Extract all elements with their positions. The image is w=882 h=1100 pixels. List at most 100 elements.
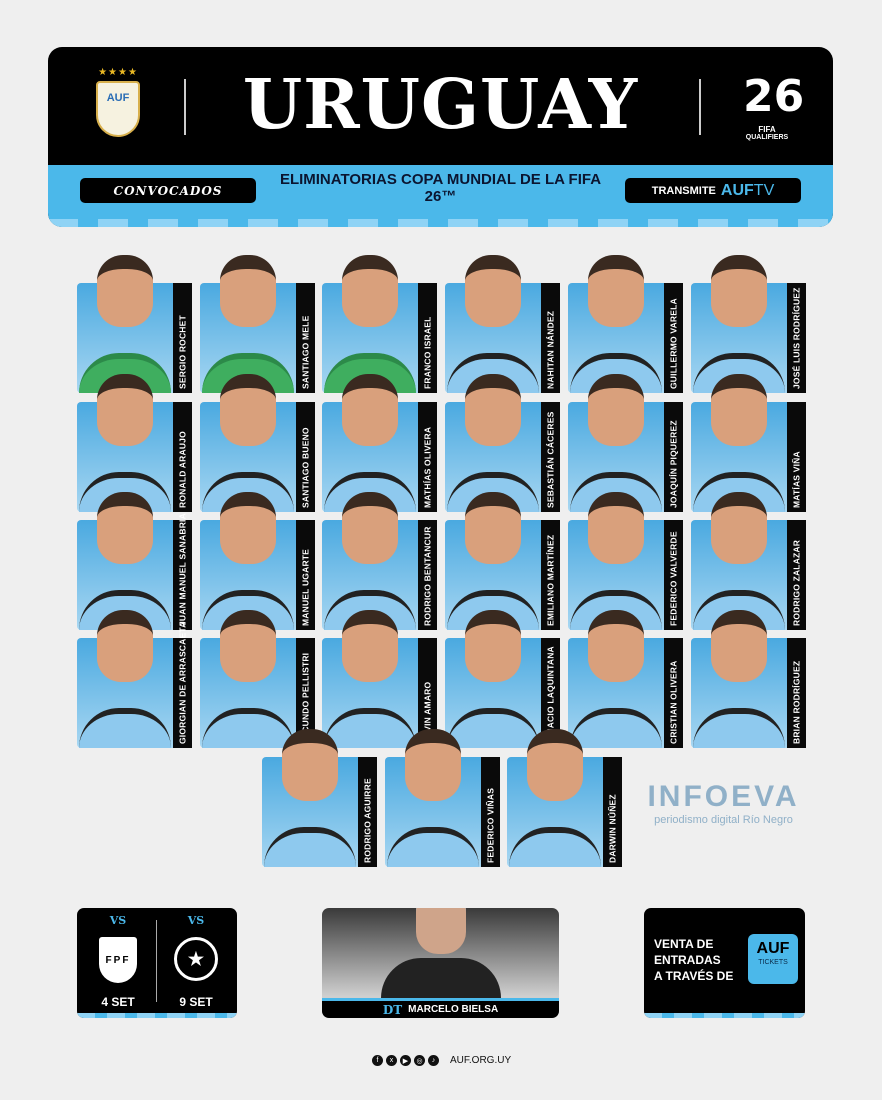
coach-label: DT MARCELO BIELSA [322,998,559,1018]
watermark-brand: INFOEVA [647,780,800,813]
player-name: MATÍAS VIÑA [786,402,806,512]
player-photo [690,374,787,512]
coach-box: DT MARCELO BIELSA [322,908,559,1018]
convocados-badge: CONVOCADOS [80,178,256,203]
fifa-label: FIFA [758,125,776,134]
subtitle: ELIMINATORIAS COPA MUNDIAL DE LA FIFA 26… [279,171,602,205]
player-photo [567,610,664,748]
player-name: RODRIGO AGUIRRE [358,757,377,867]
footer: f x ▶ ◎ ♪ AUF.ORG.UY [372,1055,511,1066]
stars-icon: ★★★★ [98,67,138,78]
stripe-decoration [77,1013,237,1018]
player-name: FRANCO ISRAEL [418,283,438,393]
player-photo [199,610,296,748]
peru-fpf-logo: FPF [99,937,137,983]
player-card: KEVIN AMARO [322,610,438,748]
player-card: CRISTIAN OLIVERA [567,610,683,748]
auf-brand: AUF [720,181,754,199]
player-photo [322,610,419,748]
stripe-decoration [644,1013,805,1018]
player-card: RODRIGO AGUIRRE [262,729,377,867]
player-name: NAHITAN NÁNDEZ [541,283,561,393]
player-name: BRIAN RODRÍGUEZ [786,638,806,748]
header-banner: ★★★★ AUF URUGUAY 26 FIFA QUALIFIERS CONV… [48,47,833,227]
player-name: MANUEL UGARTE [295,520,315,630]
player-name: SERGIO ROCHET [173,283,192,393]
player-card: SEBASTIÁN CÁCERES [445,374,561,512]
divider [156,920,157,1002]
player-name: RONALD ARAUJO [173,402,192,512]
player-name: RODRIGO ZALAZAR [786,520,806,630]
youtube-icon[interactable]: ▶ [400,1055,411,1066]
player-name: MATHÍAS OLIVERA [418,402,438,512]
player-photo [77,255,173,393]
wc-number: 26 [743,71,805,122]
player-photo [199,374,296,512]
instagram-icon[interactable]: ◎ [414,1055,425,1066]
tickets-text: VENTA DE ENTRADAS A TRAVÉS DE [654,936,733,984]
tickets-brand: AUF [756,940,790,957]
coach-name: MARCELO BIELSA [408,1004,499,1015]
chile-federation-logo: ★ [174,937,218,981]
tickets-line: ENTRADAS [654,953,721,967]
website-link[interactable]: AUF.ORG.UY [450,1055,512,1066]
player-name: CRISTIAN OLIVERA [663,638,683,748]
match-date: 4 SET [101,995,135,1009]
match-chile: VS ★ 9 SET [157,914,235,1009]
subtitle-band: CONVOCADOS ELIMINATORIAS COPA MUNDIAL DE… [48,165,833,227]
qualifiers-label: QUALIFIERS [745,134,789,141]
player-card: BRIAN RODRÍGUEZ [690,610,806,748]
divider [699,79,701,135]
player-card: FACUNDO PELLISTRI [199,610,315,748]
page-title: URUGUAY [242,65,639,145]
player-card: FRANCO ISRAEL [322,255,438,393]
player-photo [77,374,173,512]
player-name: FEDERICO VALVERDE [663,520,683,630]
player-name: EMILIANO MARTÍNEZ [541,520,561,630]
player-card: RODRIGO ZALAZAR [690,492,806,630]
player-card: SERGIO ROCHET [77,255,192,393]
player-photo [445,374,542,512]
tv-label: TV [753,181,775,199]
player-photo [507,729,604,867]
coach-photo [380,908,501,998]
shield-icon: AUF [96,81,140,137]
tickets-box[interactable]: VENTA DE ENTRADAS A TRAVÉS DE AUF TICKET… [644,908,805,1018]
tickets-line: A TRAVÉS DE [654,969,734,983]
player-name: SANTIAGO MELE [295,283,315,393]
player-name: JOAQUÍN PIQUEREZ [663,402,683,512]
vs-label: VS [187,914,205,927]
watermark: INFOEVA periodismo digital Río Negro [636,780,811,826]
x-icon[interactable]: x [386,1055,397,1066]
player-card: FEDERICO VIÑAS [384,729,500,867]
broadcast-badge: TRANSMITE AUF TV [625,178,801,203]
divider [184,79,186,135]
world-cup-qualifiers-logo: 26 FIFA QUALIFIERS [743,69,805,141]
player-card: SANTIAGO BUENO [199,374,315,512]
watermark-tagline: periodismo digital Río Negro [654,814,793,826]
player-card: GIORGIAN DE ARRASCAETA [77,610,192,748]
vs-label: VS [109,914,127,927]
player-photo [262,729,358,867]
match-date: 9 SET [179,995,213,1009]
player-name: GUILLERMO VARELA [663,283,683,393]
coach-role: DT [382,1002,403,1017]
player-card: DARWIN NÚÑEZ [507,729,623,867]
fixtures-box: VS FPF 4 SET VS ★ 9 SET [77,908,237,1018]
player-name: JUAN MANUEL SANABRIA [173,513,192,630]
match-peru: VS FPF 4 SET [79,914,157,1009]
broadcast-label: TRANSMITE [651,184,716,197]
player-card: RONALD ARAUJO [77,374,192,512]
player-photo [77,610,173,748]
auf-tickets-logo: AUF TICKETS [748,934,798,984]
player-name: GIORGIAN DE ARRASCAETA [173,622,192,748]
tiktok-icon[interactable]: ♪ [428,1055,439,1066]
player-photo [322,255,419,393]
facebook-icon[interactable]: f [372,1055,383,1066]
player-name: FEDERICO VIÑAS [480,757,500,867]
player-name: RODRIGO BENTANCUR [418,520,438,630]
tickets-sub: TICKETS [758,959,788,966]
player-photo [445,610,542,748]
player-card: MATÍAS VIÑA [690,374,806,512]
player-card: IGNACIO LAQUINTANA [445,610,561,748]
